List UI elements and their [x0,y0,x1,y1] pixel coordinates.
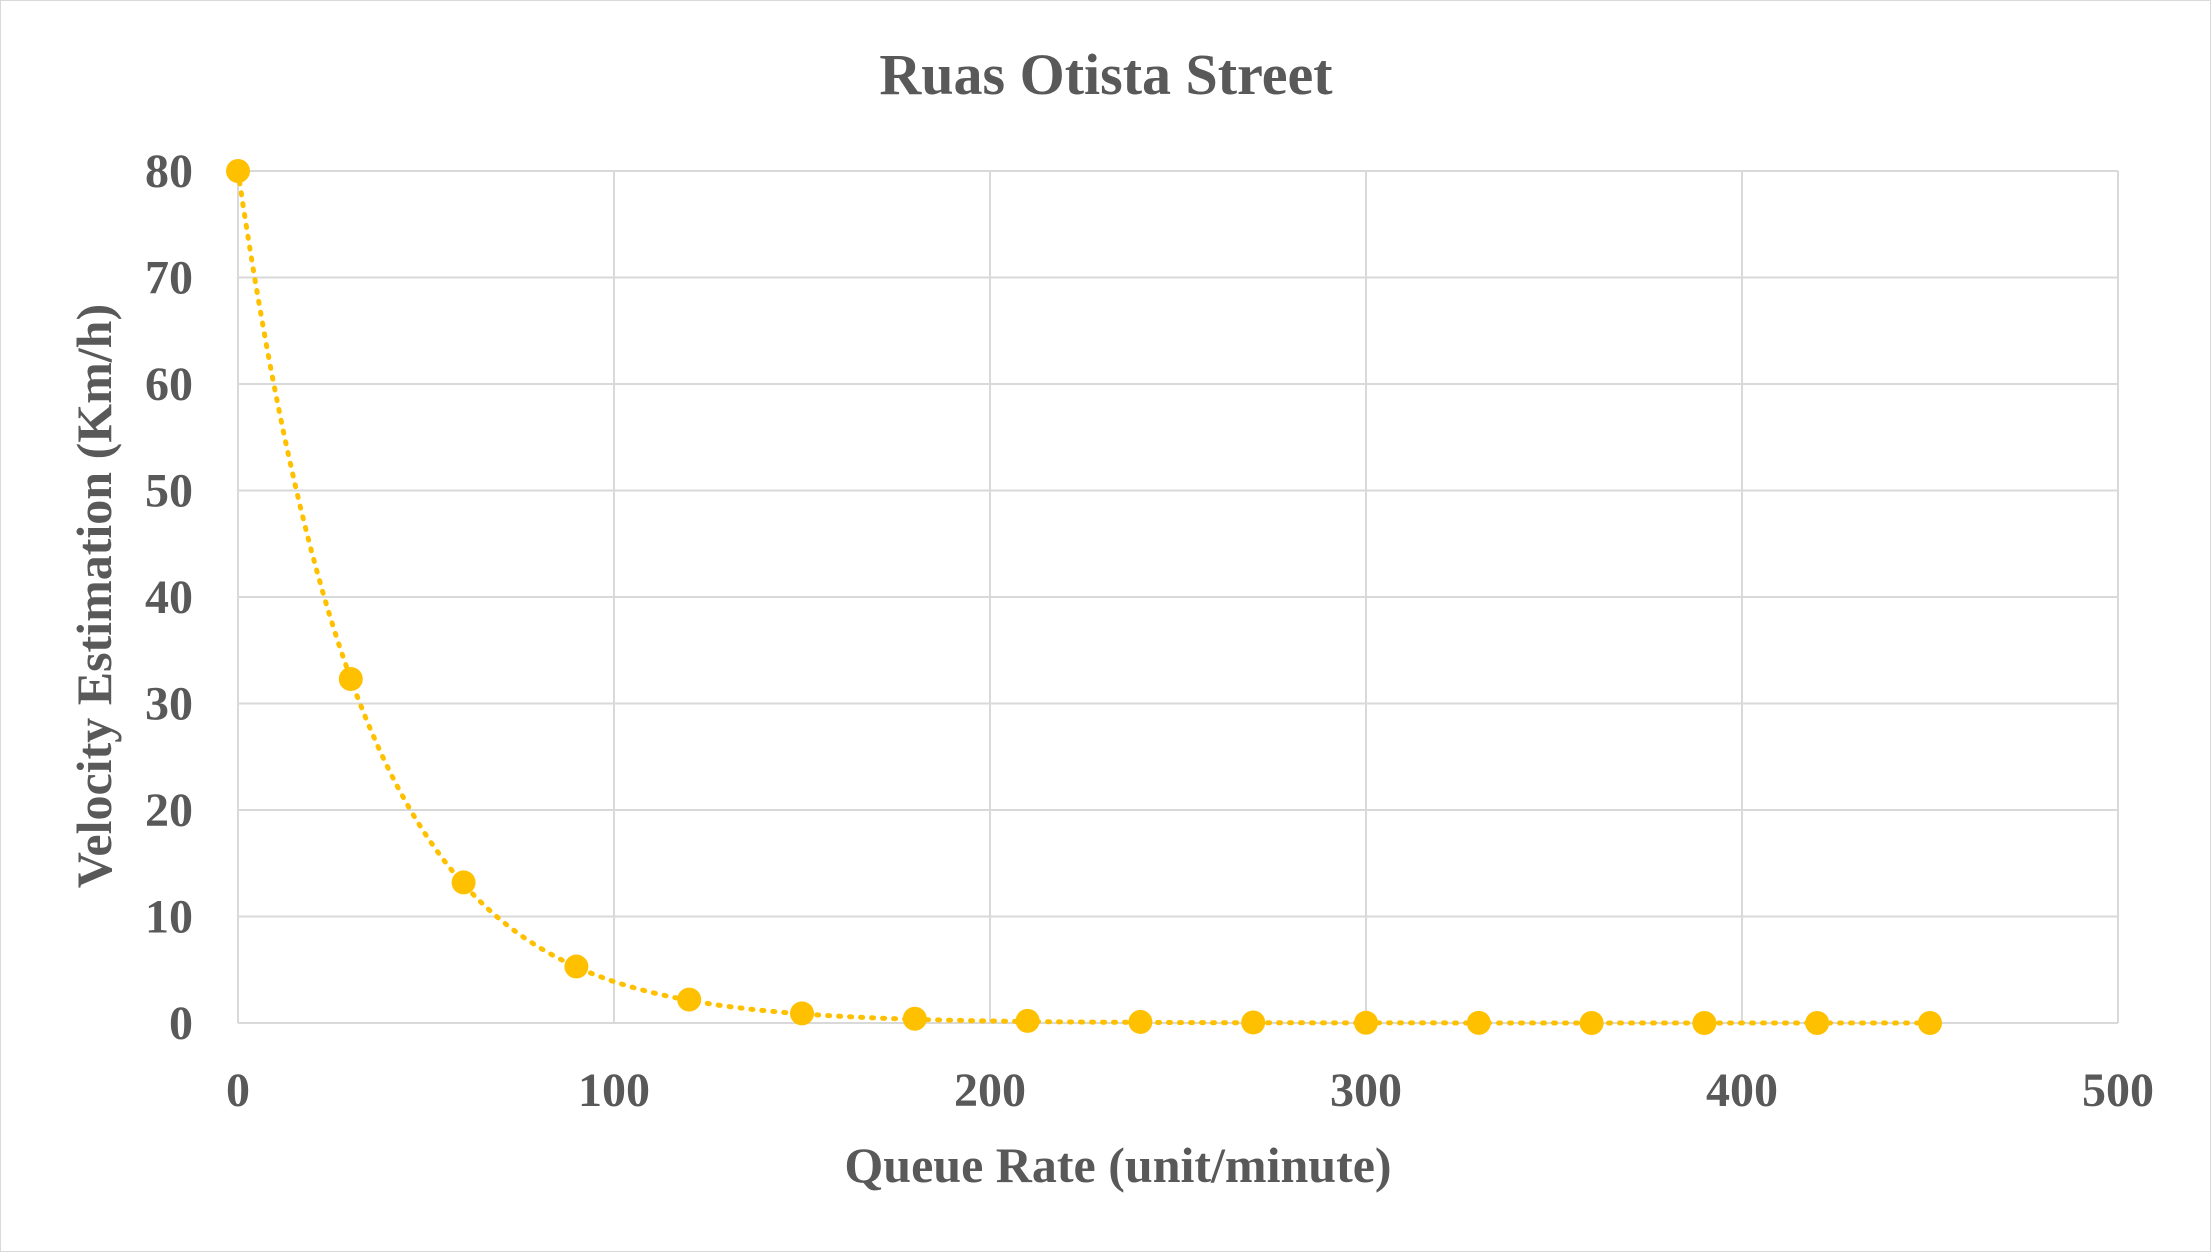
x-tick-label: 300 [1330,1064,1402,1117]
data-point [1466,1010,1491,1035]
data-point [1015,1008,1040,1033]
y-tick-label: 40 [145,571,193,624]
x-tick-label: 200 [954,1064,1026,1117]
y-tick-label: 0 [169,997,193,1050]
data-point [1128,1009,1153,1034]
trendline-layer [235,168,1933,1026]
y-axis-title: Velocity Estimation (Km/h) [66,304,122,888]
data-point [1579,1011,1604,1035]
data-point [790,1001,814,1026]
x-axis-title: Queue Rate (unit/minute) [844,1137,1391,1193]
data-point [451,870,476,895]
x-tick-label: 400 [1706,1064,1778,1117]
data-point [1692,1011,1717,1035]
data-points [226,159,1942,1035]
chart-title: Ruas Otista Street [879,42,1333,107]
x-tick-label: 500 [2082,1064,2154,1117]
data-point [902,1006,927,1031]
data-point [1918,1011,1942,1035]
data-point [564,954,589,979]
x-tick-label: 100 [578,1064,650,1117]
x-tick-labels: 0 100 200 300 400 500 [226,1064,2154,1117]
data-point [226,159,250,183]
data-point [1805,1011,1830,1035]
exponential-trendline [235,168,1933,1026]
y-tick-label: 10 [145,891,193,944]
y-tick-label: 30 [145,678,193,731]
data-point [1241,1010,1266,1035]
x-tick-label: 0 [226,1064,250,1117]
data-point [338,667,363,692]
y-tick-labels: 0 10 20 30 40 50 60 70 80 [145,145,193,1050]
y-tick-label: 70 [145,252,193,305]
data-point [1354,1010,1378,1035]
y-tick-label: 80 [145,145,193,198]
y-tick-label: 20 [145,784,193,837]
y-tick-label: 60 [145,358,193,411]
gridlines [237,170,2119,1024]
y-tick-label: 50 [145,465,193,518]
data-point [677,987,702,1012]
